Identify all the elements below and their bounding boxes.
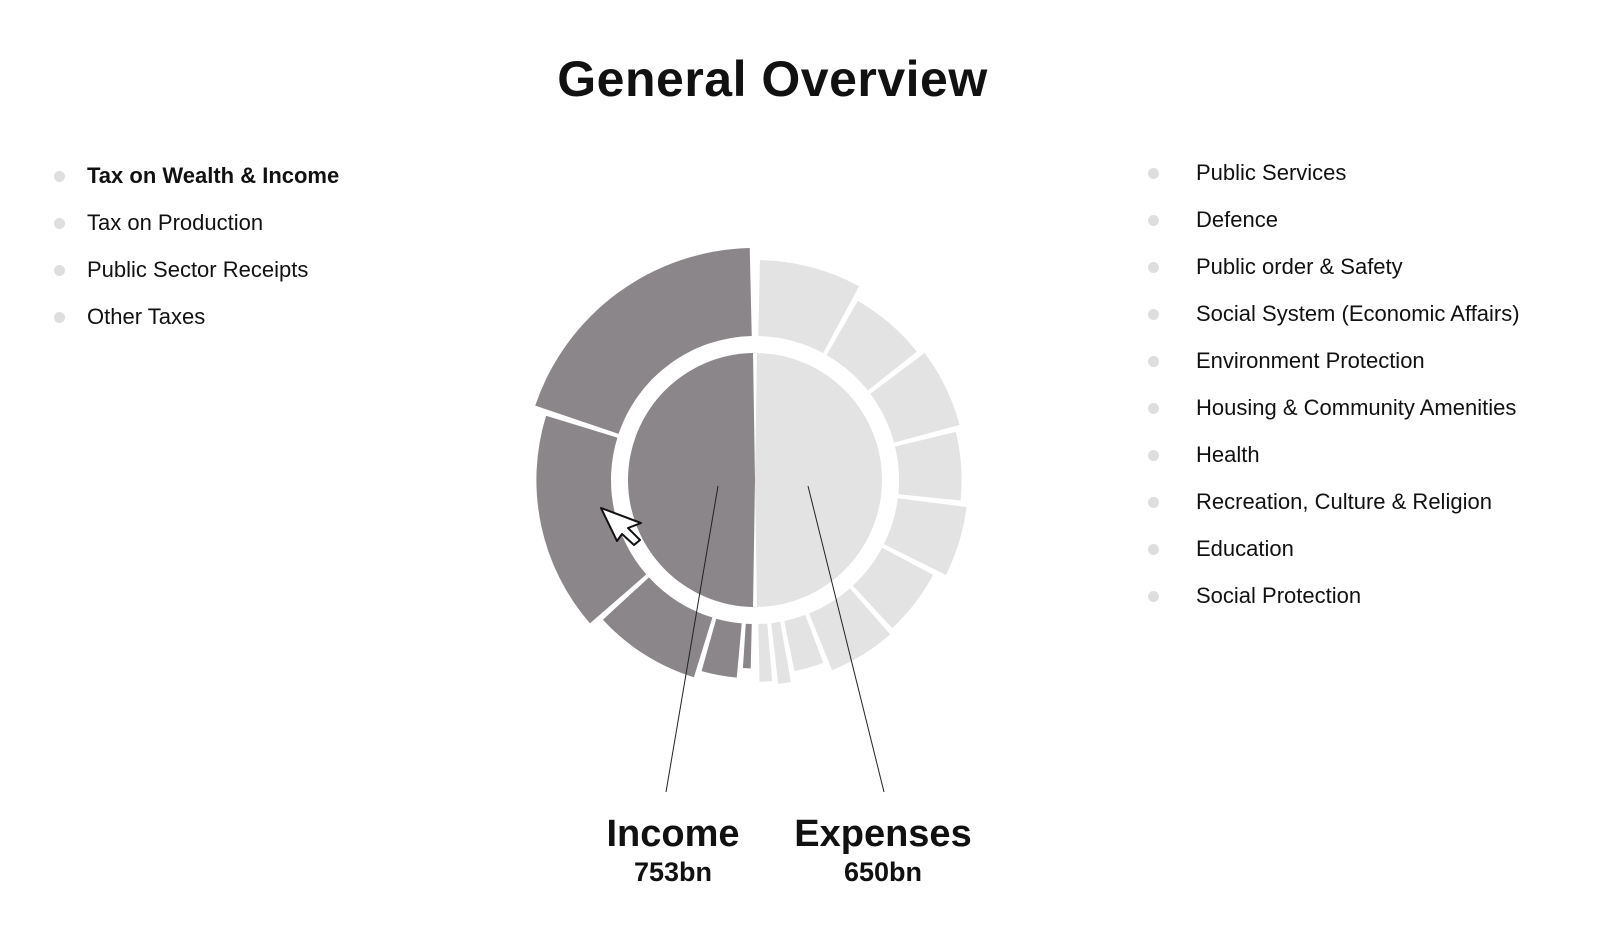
page-title: General Overview xyxy=(557,51,988,107)
income-legend-item[interactable]: Tax on Wealth & Income xyxy=(54,163,339,210)
expenses-outer-segment[interactable] xyxy=(771,621,791,684)
expenses-legend-label: Social System (Economic Affairs) xyxy=(1196,301,1520,326)
expenses-legend-item[interactable]: Social Protection xyxy=(1148,583,1520,630)
income-outer-segment[interactable] xyxy=(535,248,752,434)
expenses-legend-item[interactable]: Defence xyxy=(1148,207,1520,254)
expenses-outer-segment[interactable] xyxy=(870,353,960,443)
expenses-legend-label: Recreation, Culture & Religion xyxy=(1196,489,1492,514)
expenses-legend-item[interactable]: Recreation, Culture & Religion xyxy=(1148,489,1520,536)
expenses-summary: Expenses 650bn xyxy=(773,812,993,888)
income-outer-segment[interactable] xyxy=(742,623,752,669)
arrow-cursor-icon xyxy=(600,507,642,546)
expenses-outer-segment[interactable] xyxy=(826,300,917,391)
legend-dot-icon xyxy=(1148,262,1159,273)
expenses-legend-item[interactable]: Public Services xyxy=(1148,160,1520,207)
legend-dot-icon xyxy=(1148,497,1159,508)
income-outer-segment[interactable] xyxy=(536,415,647,624)
expenses-legend-label: Environment Protection xyxy=(1196,348,1425,373)
expenses-label: Expenses xyxy=(794,813,972,855)
legend-dot-icon xyxy=(1148,544,1159,555)
expenses-outer-segment[interactable] xyxy=(895,431,962,501)
expenses-outer-segment[interactable] xyxy=(758,623,773,682)
expenses-outer-segment[interactable] xyxy=(784,614,824,672)
expenses-outer-segment[interactable] xyxy=(809,588,891,671)
income-legend-item[interactable]: Other Taxes xyxy=(54,304,339,351)
expenses-legend-item[interactable]: Housing & Community Amenities xyxy=(1148,395,1520,442)
expenses-legend-item[interactable]: Education xyxy=(1148,536,1520,583)
expenses-legend-item[interactable]: Environment Protection xyxy=(1148,348,1520,395)
expenses-leader-line xyxy=(807,485,885,793)
expenses-legend-item[interactable]: Social System (Economic Affairs) xyxy=(1148,301,1520,348)
legend-dot-icon xyxy=(1148,168,1159,179)
legend-dot-icon xyxy=(1148,591,1159,602)
income-outer-segment[interactable] xyxy=(701,618,742,678)
legend-dot-icon xyxy=(54,265,65,276)
expenses-legend-label: Education xyxy=(1196,536,1294,561)
expenses-outer-segment[interactable] xyxy=(883,498,967,575)
expenses-legend-item[interactable]: Public order & Safety xyxy=(1148,254,1520,301)
legend-dot-icon xyxy=(1148,309,1159,320)
legend-dot-icon xyxy=(54,312,65,323)
income-legend-item[interactable]: Tax on Production xyxy=(54,210,339,257)
income-legend-label: Tax on Wealth & Income xyxy=(87,163,340,188)
income-summary: Income 753bn xyxy=(563,812,783,888)
legend-dot-icon xyxy=(1148,215,1159,226)
expenses-outer-segment[interactable] xyxy=(758,260,860,354)
expenses-legend-label: Public order & Safety xyxy=(1196,254,1403,279)
legend-dot-icon xyxy=(1148,450,1159,461)
income-label: Income xyxy=(606,813,740,855)
income-leader-line xyxy=(665,485,719,793)
legend-dot-icon xyxy=(54,218,65,229)
income-outer-segment[interactable] xyxy=(602,577,713,678)
expenses-legend-label: Defence xyxy=(1196,207,1278,232)
expenses-legend-label: Housing & Community Amenities xyxy=(1196,395,1517,420)
income-inner-slice[interactable] xyxy=(628,353,755,607)
expenses-legend-label: Public Services xyxy=(1196,160,1347,185)
expenses-legend-label: Social Protection xyxy=(1196,583,1362,608)
expenses-legend-item[interactable]: Health xyxy=(1148,442,1520,489)
legend-dot-icon xyxy=(1148,403,1159,414)
expenses-value: 650bn xyxy=(843,857,923,887)
expenses-legend-label: Health xyxy=(1196,442,1260,467)
income-legend: Tax on Wealth & Income Tax on Production P… xyxy=(54,163,339,351)
income-legend-label: Tax on Production xyxy=(87,210,264,235)
expenses-legend: Public Services Defence Public order & Saf… xyxy=(1148,160,1520,630)
income-legend-label: Public Sector Receipts xyxy=(87,257,309,282)
expenses-outer-segment[interactable] xyxy=(852,547,934,629)
expenses-inner-slice[interactable] xyxy=(755,353,882,607)
legend-dot-icon xyxy=(1148,356,1159,367)
income-legend-item[interactable]: Public Sector Receipts xyxy=(54,257,339,304)
income-value: 753bn xyxy=(633,857,713,887)
income-legend-label: Other Taxes xyxy=(87,304,206,329)
legend-dot-icon xyxy=(54,171,65,182)
